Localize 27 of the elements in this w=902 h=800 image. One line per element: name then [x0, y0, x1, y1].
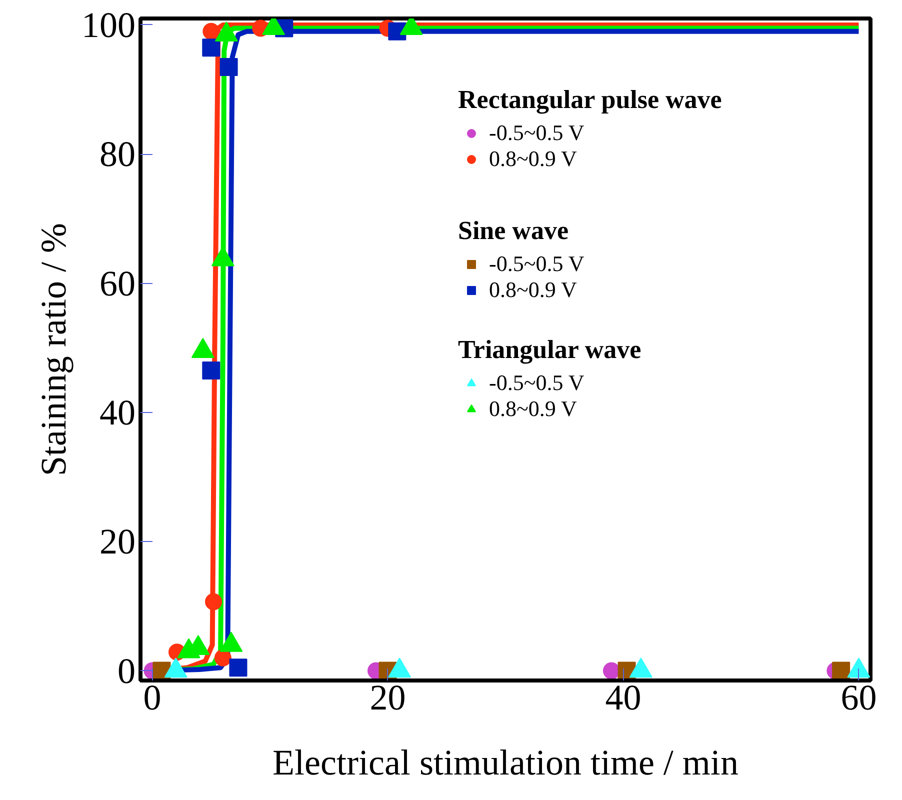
legend-label: 0.8~0.9 V — [489, 146, 577, 172]
y-tick-label: 80 — [100, 134, 136, 174]
x-tick-label: 20 — [370, 678, 406, 718]
x-tick-label: 0 — [143, 678, 162, 718]
y-tick-label: 40 — [100, 392, 136, 432]
legend-label: 0.8~0.9 V — [489, 277, 577, 303]
point — [229, 658, 248, 677]
point — [220, 58, 238, 76]
y-tick-label: 100 — [82, 4, 136, 45]
text: Triangular wave — [458, 335, 642, 364]
y-tick-label: 60 — [100, 263, 136, 304]
legend-label: -0.5~0.5 V — [489, 251, 584, 277]
x-axis-title: Electrical stimulation time / min — [272, 742, 738, 782]
y-axis-title: Staining ratio / % — [34, 223, 74, 476]
legend-label: 0.8~0.9 V — [489, 396, 577, 422]
y-tick-label: 0 — [118, 650, 136, 691]
legend-label: -0.5~0.5 V — [489, 120, 584, 146]
x-tick-label: 60 — [840, 678, 877, 718]
text: Sine wave — [458, 216, 568, 245]
legend-label: -0.5~0.5 V — [489, 370, 584, 396]
point — [205, 593, 222, 610]
text: Rectangular pulse wave — [458, 85, 722, 114]
point — [202, 361, 220, 380]
point — [602, 662, 620, 680]
point — [202, 38, 220, 57]
x-tick-label: 40 — [605, 678, 642, 718]
y-tick-label: 20 — [100, 522, 136, 562]
